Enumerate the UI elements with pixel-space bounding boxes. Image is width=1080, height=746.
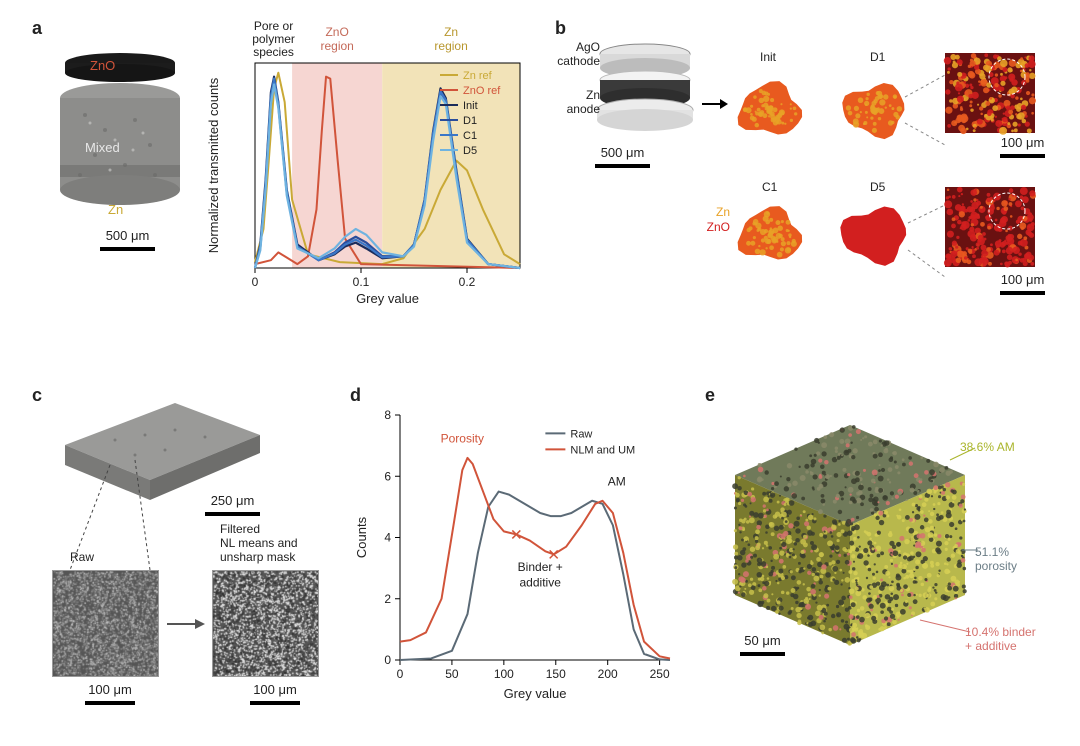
- panel-b-init-label: Init: [760, 50, 776, 64]
- svg-text:species: species: [253, 45, 294, 59]
- svg-text:Pore or: Pore or: [254, 19, 293, 33]
- txt: AgO: [576, 40, 600, 54]
- svg-text:D5: D5: [463, 145, 477, 157]
- panel-e-por-label: 51.1% porosity: [975, 545, 1017, 573]
- panel-c-raw-swatch: [52, 570, 159, 677]
- panel-c-label: c: [32, 385, 42, 406]
- panel-b-zn-anode-label: Znanode: [560, 88, 600, 116]
- panel-a-mixed-label: Mixed: [85, 140, 120, 155]
- txt: 51.1%: [975, 545, 1009, 559]
- panel-e-scalebar: 50 μm: [740, 633, 785, 656]
- panel-a-scalebar-text: 500 μm: [106, 228, 150, 243]
- svg-text:Counts: Counts: [354, 516, 369, 558]
- scale-bar-line: [1000, 291, 1045, 295]
- panel-b-d1-label: D1: [870, 50, 885, 64]
- panel-b-label: b: [555, 18, 566, 39]
- panel-c-scale-100a: 100 μm: [85, 682, 135, 705]
- panel-a-chart: Pore orpolymerspeciesZnOregionZnregion00…: [200, 18, 530, 308]
- scale-bar-line: [85, 701, 135, 705]
- panel-a-zno-label: ZnO: [90, 58, 115, 73]
- svg-text:AM: AM: [608, 474, 626, 488]
- svg-text:Raw: Raw: [570, 428, 592, 440]
- panel-e-label: e: [705, 385, 715, 406]
- svg-text:2: 2: [384, 592, 391, 606]
- panel-c-arrow: [165, 615, 205, 633]
- panel-b-c1-label: C1: [762, 180, 777, 194]
- txt: 10.4% binder: [965, 625, 1036, 639]
- panel-c-filtered-swatch: [212, 570, 319, 677]
- txt: + additive: [965, 639, 1017, 653]
- scale-bar-line: [250, 701, 300, 705]
- panel-b-scale-100a: 100 μm: [1000, 135, 1045, 158]
- scalebar-text: 50 μm: [744, 633, 780, 648]
- svg-text:4: 4: [384, 531, 391, 545]
- panel-c-filtered-label: Filtered NL means and unsharp mask: [220, 522, 298, 564]
- panel-b-anodes: [720, 45, 950, 285]
- panel-a-scalebar: 500 μm: [100, 228, 155, 251]
- txt: cathode: [557, 54, 600, 68]
- panel-b-scale-100b: 100 μm: [1000, 272, 1045, 295]
- scalebar-text: 500 μm: [601, 145, 645, 160]
- svg-text:region: region: [434, 39, 467, 53]
- svg-text:6: 6: [384, 469, 391, 483]
- scale-bar-line: [740, 652, 785, 656]
- panel-d-chart: 0 50 100 150 200 250 0 2 4 6 8 Grey value Counts Poro…: [350, 395, 680, 705]
- panel-e-cube: [720, 410, 980, 660]
- svg-text:D1: D1: [463, 115, 477, 127]
- panel-b-phase-zno: ZnO: [692, 220, 730, 234]
- txt: Zn: [586, 88, 600, 102]
- panel-b-d5-label: D5: [870, 180, 885, 194]
- svg-text:Porosity: Porosity: [441, 432, 484, 446]
- scalebar-text: 100 μm: [88, 682, 132, 697]
- svg-text:0: 0: [252, 275, 259, 289]
- svg-text:ZnO: ZnO: [325, 25, 348, 39]
- svg-text:additive: additive: [520, 576, 562, 590]
- svg-text:region: region: [320, 39, 353, 53]
- scale-bar-line: [100, 247, 155, 251]
- svg-text:0.2: 0.2: [459, 275, 476, 289]
- scalebar-text: 100 μm: [253, 682, 297, 697]
- svg-text:ZnO ref: ZnO ref: [463, 85, 501, 97]
- svg-text:150: 150: [546, 667, 566, 681]
- panel-b-ago-label: AgOcathode: [555, 40, 600, 68]
- svg-text:Grey value: Grey value: [504, 686, 567, 701]
- panel-b-cell-stack: [590, 40, 700, 135]
- svg-text:Binder +: Binder +: [518, 560, 563, 574]
- svg-text:Zn ref: Zn ref: [463, 70, 493, 82]
- svg-text:0: 0: [384, 653, 391, 667]
- txt: porosity: [975, 559, 1017, 573]
- txt: unsharp mask: [220, 550, 295, 564]
- svg-text:0.1: 0.1: [353, 275, 370, 289]
- svg-text:polymer: polymer: [252, 32, 295, 46]
- panel-b-scalebar-500: 500 μm: [595, 145, 650, 168]
- svg-text:8: 8: [384, 408, 391, 422]
- svg-text:200: 200: [598, 667, 618, 681]
- svg-text:Normalized transmitted counts: Normalized transmitted counts: [206, 77, 221, 253]
- svg-text:Init: Init: [463, 100, 478, 112]
- panel-b-phase-zn: Zn: [692, 205, 730, 219]
- svg-text:C1: C1: [463, 130, 477, 142]
- svg-text:0: 0: [397, 667, 404, 681]
- panel-a-zn-label: Zn: [108, 202, 123, 217]
- scalebar-text: 100 μm: [1001, 272, 1045, 287]
- svg-text:NLM and UM: NLM and UM: [570, 444, 635, 456]
- svg-text:250: 250: [650, 667, 670, 681]
- panel-a-label: a: [32, 18, 42, 39]
- panel-c-raw-label: Raw: [70, 550, 94, 564]
- panel-e-bind-label: 10.4% binder + additive: [965, 625, 1036, 653]
- txt: Filtered: [220, 522, 260, 536]
- svg-text:Grey value: Grey value: [356, 291, 419, 306]
- txt: anode: [567, 102, 600, 116]
- panel-a-cylinder: [55, 45, 185, 220]
- scale-bar-line: [595, 164, 650, 168]
- panel-b-zoom: [935, 45, 1055, 295]
- svg-text:50: 50: [445, 667, 459, 681]
- svg-text:100: 100: [494, 667, 514, 681]
- svg-text:Zn: Zn: [444, 25, 458, 39]
- scalebar-text: 100 μm: [1001, 135, 1045, 150]
- txt: NL means and: [220, 536, 298, 550]
- scale-bar-line: [1000, 154, 1045, 158]
- panel-c-scale-100b: 100 μm: [250, 682, 300, 705]
- panel-e-am-label: 38.6% AM: [960, 440, 1015, 454]
